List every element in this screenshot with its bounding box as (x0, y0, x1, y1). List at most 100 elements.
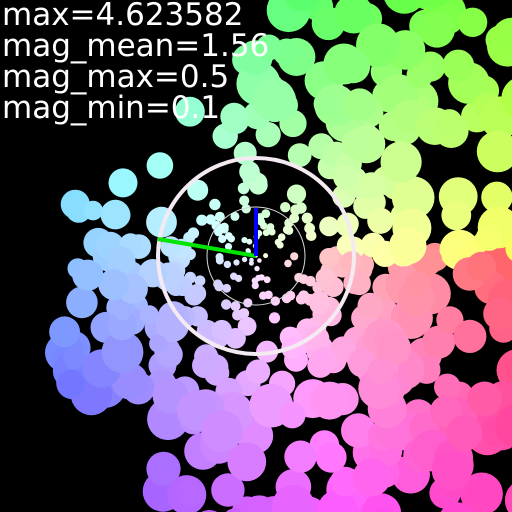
scatter-point (235, 275, 242, 282)
scatter-point (101, 200, 131, 230)
scatter-point (212, 320, 232, 340)
scatter-point (72, 260, 103, 291)
stat-mag-mean: mag_mean=1.56 (2, 31, 269, 62)
scatter-point (83, 201, 103, 221)
scatter-point (246, 360, 270, 384)
scatter-point (267, 223, 275, 231)
scatter-point (254, 266, 259, 271)
scatter-point (306, 230, 317, 241)
scatter-point (353, 458, 391, 496)
scatter-point (343, 88, 375, 120)
scatter-point (239, 161, 260, 182)
scatter-point (467, 252, 497, 282)
scatter-point (319, 248, 338, 267)
scatter-point (249, 261, 254, 266)
scatter-point (441, 200, 471, 230)
scatter-point (436, 109, 462, 135)
scatter-point (294, 273, 303, 282)
scatter-point (188, 227, 199, 238)
scatter-point (458, 8, 487, 37)
scatter-point (220, 225, 229, 234)
scatter-point (222, 284, 231, 293)
scatter-point (140, 305, 159, 324)
scatter-point (467, 382, 502, 417)
scatter-point (114, 305, 130, 321)
scatter-point (263, 229, 270, 236)
scatter-point (442, 50, 474, 82)
scatter-point (257, 258, 262, 263)
scatter-point (209, 199, 220, 210)
scatter-point (216, 253, 224, 261)
scatter-point (215, 212, 225, 222)
scatter-point (243, 298, 252, 307)
scatter-point (287, 185, 306, 204)
scatter-point (269, 312, 280, 323)
scatter-point (278, 233, 286, 241)
scatter-point (221, 299, 231, 309)
scatter-point (241, 237, 247, 243)
scatter-point (333, 165, 358, 190)
scatter-point (284, 260, 292, 268)
scatter-point (309, 294, 329, 314)
scatter-point (231, 301, 241, 311)
scatter-point (201, 410, 242, 451)
scatter-point (225, 232, 233, 240)
scatter-point (279, 402, 306, 429)
scatter-point (233, 259, 239, 265)
scatter-point (389, 227, 426, 264)
scatter-point (49, 316, 80, 347)
scatter-point (206, 214, 216, 224)
scatter-point (242, 257, 247, 262)
scatter-point (290, 252, 298, 260)
scatter-point (109, 168, 138, 197)
scatter-point (367, 208, 393, 234)
scatter-point (307, 352, 333, 378)
scatter-point (302, 213, 313, 224)
scatter-point (368, 358, 394, 384)
scatter-point (476, 225, 502, 251)
scatter-point (316, 442, 347, 473)
scatter-point (305, 276, 316, 287)
scatter-point (66, 287, 98, 319)
stat-mag-min: mag_min=0.1 (2, 93, 269, 124)
scatter-point (405, 271, 431, 297)
scatter-point (192, 353, 217, 378)
scatter-point (259, 292, 267, 300)
scatter-point (147, 152, 174, 179)
scatter-point (252, 277, 259, 284)
stats-overlay: max=4.623582 mag_mean=1.56 mag_max=0.5 m… (2, 0, 269, 124)
scatter-point (311, 382, 349, 420)
stat-mag-max: mag_max=0.5 (2, 62, 269, 93)
scatter-point (239, 196, 249, 206)
scatter-point (323, 44, 364, 85)
scatter-point (477, 131, 512, 173)
stat-max: max=4.623582 (2, 0, 269, 31)
scatter-point (358, 172, 385, 199)
scatter-point (257, 218, 265, 226)
scatter-point (453, 320, 486, 353)
scatter-point (286, 291, 296, 301)
scatter-point (284, 441, 316, 473)
scatter-point (316, 268, 335, 287)
scatter-point (261, 209, 270, 218)
scatter-point (57, 370, 85, 398)
scatter-point (263, 253, 268, 258)
scatter-point (419, 12, 455, 48)
scatter-point (298, 290, 309, 301)
scatter-point (447, 415, 483, 451)
scatter-point (285, 226, 294, 235)
scatter-point (358, 293, 384, 319)
scatter-point (177, 478, 205, 506)
scatter-point (314, 91, 340, 117)
scatter-point (187, 284, 206, 303)
scatter-point (149, 335, 167, 353)
scatter-point (264, 276, 271, 283)
scatter-point (63, 347, 85, 369)
scatter-point (505, 479, 512, 512)
scatter-point (342, 129, 372, 159)
scatter-point (224, 261, 231, 268)
scatter-point (280, 202, 290, 212)
scatter-point (381, 141, 422, 182)
scatter-point (432, 451, 472, 491)
